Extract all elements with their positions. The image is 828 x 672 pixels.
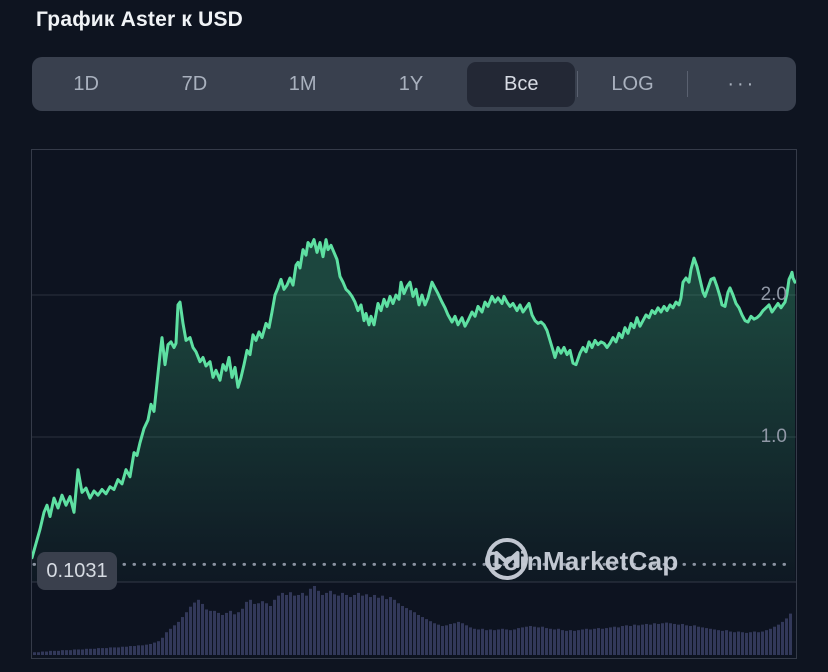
toolbar-divider bbox=[577, 71, 579, 97]
page-title: График Aster к USD bbox=[36, 8, 244, 31]
toolbar-divider bbox=[686, 71, 688, 97]
range-1y-button[interactable]: 1Y bbox=[398, 72, 424, 95]
y-axis-tick-1: 1.0 bbox=[760, 426, 787, 447]
price-chart[interactable]: 2.0 1.0 0.1031 CoinMarketCap bbox=[31, 149, 797, 659]
more-options-button[interactable]: ··· bbox=[727, 72, 757, 95]
baseline-price-badge: 0.1031 bbox=[37, 552, 117, 590]
coinmarketcap-logo-icon bbox=[486, 538, 528, 580]
range-1m-button[interactable]: 1M bbox=[288, 72, 317, 95]
range-all-button[interactable]: Все bbox=[467, 61, 576, 107]
y-axis-tick-2: 2.0 bbox=[760, 284, 787, 305]
range-1d-button[interactable]: 1D bbox=[73, 72, 99, 95]
range-toolbar: 1D 7D 1M 1Y Все LOG ··· bbox=[32, 57, 796, 111]
log-scale-button[interactable]: LOG bbox=[611, 72, 654, 95]
range-7d-button[interactable]: 7D bbox=[181, 72, 208, 95]
watermark: CoinMarketCap bbox=[484, 536, 679, 586]
chart-canvas bbox=[32, 238, 796, 655]
